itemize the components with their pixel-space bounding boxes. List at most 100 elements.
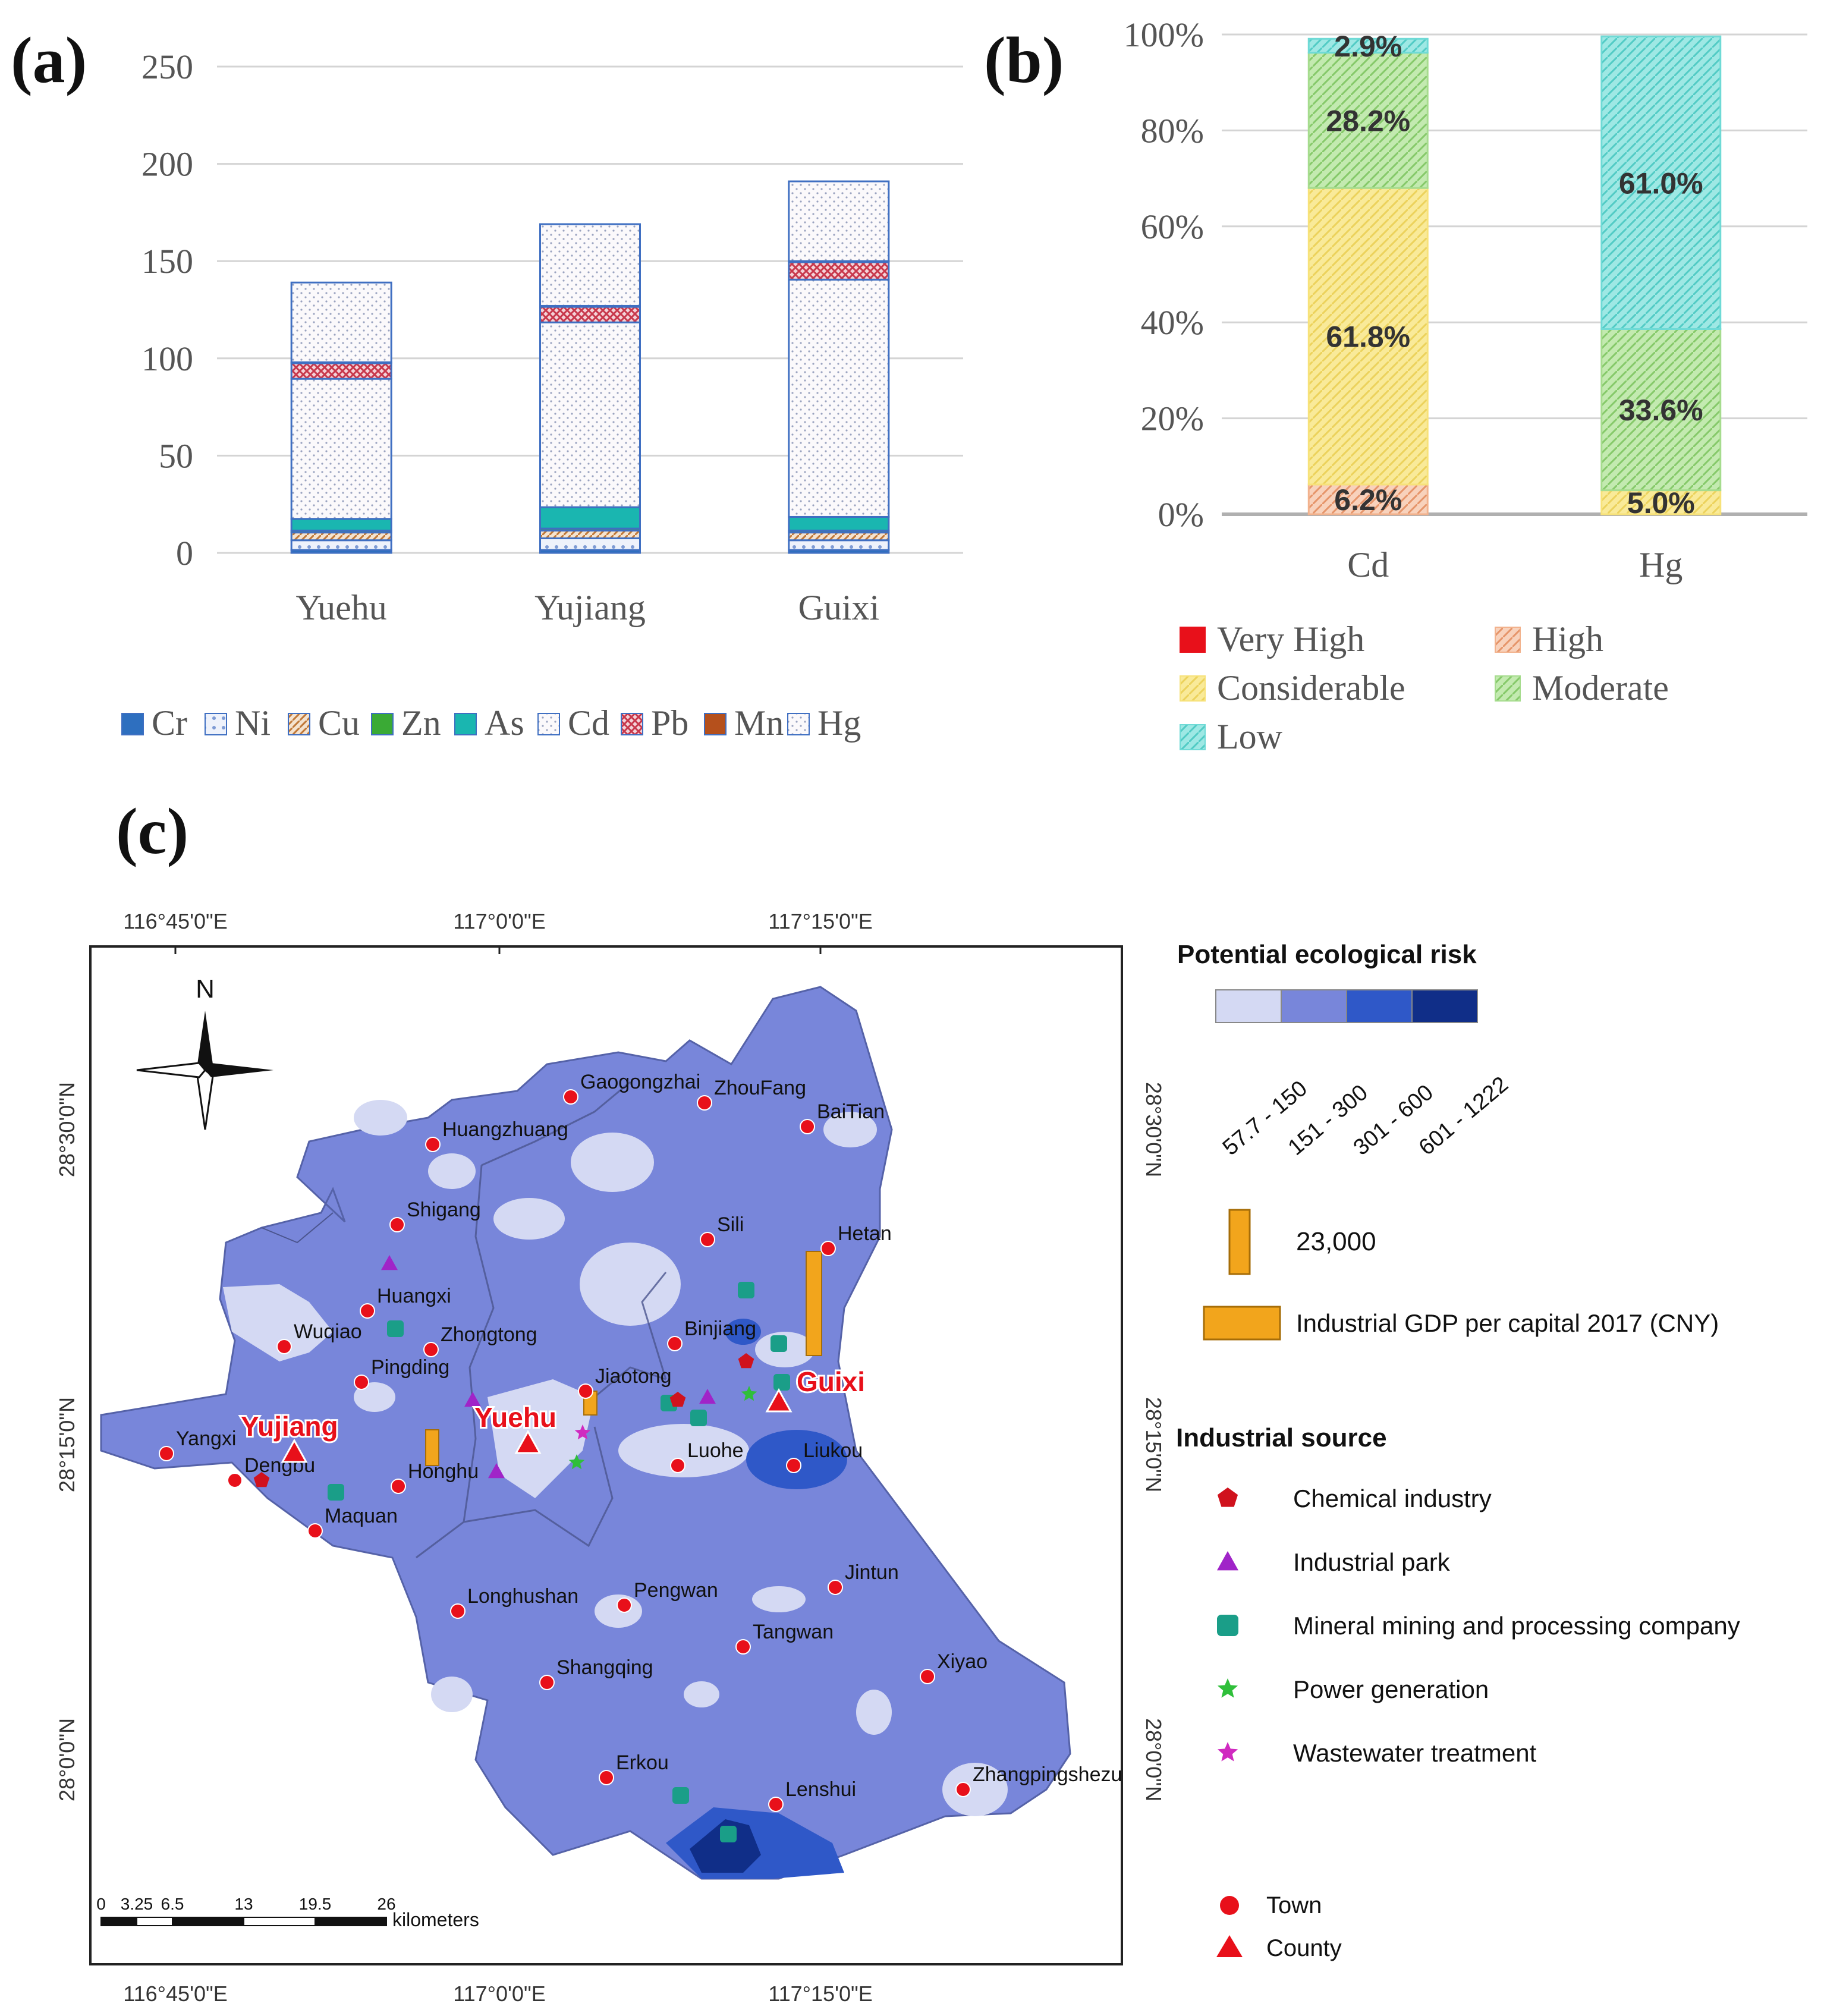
town-label-luohe: Luohe: [687, 1439, 744, 1462]
bar-hg-yuehu: [290, 281, 392, 363]
source-legend-title: Industrial source: [1176, 1423, 1387, 1452]
data-label-moderate-cd: 28.2%: [1326, 104, 1410, 137]
risk-class-label-3: 601 - 1222: [1414, 1072, 1513, 1160]
scale-segment-4: [315, 1917, 387, 1926]
legend-label-low: Low: [1217, 717, 1283, 756]
gdp-legend-bar: [1228, 1209, 1251, 1275]
town-label-pengwan: Pengwan: [634, 1579, 718, 1602]
scale-tick-1: 3.25: [121, 1895, 153, 1913]
map-gear-icon-16: [741, 1386, 757, 1401]
right-lat-label-1: 28°15'0"N: [1141, 1397, 1166, 1492]
bar-high-cd: [1307, 483, 1429, 515]
town-dot-erkou: [599, 1770, 614, 1785]
y-tick-200: 200: [141, 145, 193, 184]
county-label-guixi: Guixi: [797, 1366, 865, 1397]
county-label-yujiang: Yujiang: [241, 1411, 338, 1442]
low-risk-patches: [223, 1100, 1008, 1816]
legend-mining-icon: [1217, 1615, 1238, 1636]
legend: Cr Ni Cu Zn As Cd Pb Mn Hg: [121, 703, 861, 743]
bar-cd-yujiang: [539, 321, 641, 508]
map-mining-icon-3: [328, 1484, 344, 1501]
legend-label-moderate: Moderate: [1532, 668, 1669, 707]
town-label-liukou: Liukou: [803, 1439, 863, 1462]
y-tick-50: 50: [159, 436, 193, 475]
legend-town-label: Town: [1266, 1892, 1322, 1918]
town-dot-wuqiao: [276, 1339, 292, 1354]
county-boundary-west: [261, 1212, 334, 1244]
bar-ni-yujiang: [539, 537, 641, 551]
left-lat-label-2: 28°0'0"N: [55, 1718, 79, 1801]
scale-tick-0: 0: [96, 1895, 106, 1913]
risk-swatch-2: [1346, 989, 1413, 1023]
stacked-bars: [290, 180, 890, 554]
town-dot-maquan: [307, 1523, 323, 1539]
town-dot-huangxi: [360, 1303, 375, 1319]
county-marker-yujiang: [281, 1438, 308, 1463]
legend-swatch-zn: [371, 713, 394, 735]
bar-pb-yujiang: [539, 306, 641, 323]
bar-cu-yujiang: [539, 529, 641, 539]
y-tick-0: 0: [176, 534, 193, 573]
map-mining-icon-5: [690, 1410, 707, 1426]
x-tick-yujiang: Yujiang: [534, 588, 646, 627]
town-dot-huangzhuang: [425, 1137, 441, 1152]
legend-label-high: High: [1532, 619, 1603, 659]
bar-as-guixi: [788, 515, 890, 531]
legend-swatch-mn: [704, 713, 727, 735]
bar-cu-guixi: [788, 531, 890, 542]
bar-cd-guixi: [788, 278, 890, 518]
town-label-shangqing: Shangqing: [556, 1656, 653, 1679]
town-dot-luohe: [670, 1458, 685, 1473]
north-label: N: [196, 974, 215, 1004]
bar-ni-yuehu: [290, 539, 392, 551]
town-label-zhangpingshezu: Zhangpingshezu: [973, 1763, 1122, 1786]
town-label-tangwan: Tangwan: [753, 1621, 834, 1643]
map-pentagon-icon-15: [253, 1472, 270, 1487]
map-triangle-icon-12: [488, 1463, 505, 1479]
town-label-lenshui: Lenshui: [785, 1778, 856, 1801]
legend-swatch-hg: [787, 713, 810, 735]
data-label-low-cd: 2.9%: [1334, 30, 1402, 63]
very-high-risk-patches: [690, 1819, 761, 1873]
gdp-bar-yujiang: [425, 1429, 439, 1466]
legend-label-zn: Zn: [401, 703, 441, 743]
town-label-zhoufang: ZhouFang: [714, 1077, 806, 1099]
panel-label-a: (a): [11, 24, 87, 96]
town-dot-zhongtong: [423, 1342, 439, 1357]
town-label-binjiang: Binjiang: [684, 1317, 756, 1340]
town-dot-jiaotong: [578, 1383, 593, 1399]
bar-hg-guixi: [788, 180, 890, 262]
y-tick-100: 100: [141, 339, 193, 378]
town-label-jiaotong: Jiaotong: [595, 1365, 672, 1388]
scale-segment-1: [136, 1917, 173, 1926]
risk-swatch-1: [1281, 989, 1347, 1023]
legend-star-icon: [1217, 1742, 1238, 1762]
bar-ni-guixi: [788, 539, 890, 551]
scale-tick-5: 26: [377, 1895, 395, 1913]
map-mining-icon-0: [738, 1282, 754, 1298]
town-dot-zhangpingshezu: [955, 1782, 971, 1797]
y-tick-20: 20%: [1141, 400, 1204, 438]
y-tick-100: 100%: [1124, 15, 1204, 54]
map-triangle-icon-10: [464, 1392, 481, 1407]
town-dot-jintun: [828, 1580, 843, 1595]
bar-low-hg: [1600, 35, 1722, 330]
legend-swatch-high: [1495, 627, 1521, 653]
top-lon-label-2: 117°15'0"E: [768, 909, 873, 933]
town-label-yangxi: Yangxi: [176, 1427, 236, 1450]
data-label-low-hg: 61.0%: [1619, 166, 1703, 200]
town-dot-binjiang: [667, 1336, 683, 1351]
town-dot-honghu: [391, 1479, 406, 1494]
risk-swatch-3: [1411, 989, 1478, 1023]
bar-hg-yujiang: [539, 223, 641, 307]
legend-label-mn: Mn: [734, 703, 784, 743]
town-label-hetan: Hetan: [838, 1222, 892, 1245]
industrial-source-markers: [253, 1255, 790, 1842]
legend-town-dot: [1220, 1896, 1239, 1915]
map-gear-icon-17: [568, 1454, 585, 1470]
legend-label-very-high: Very High: [1217, 619, 1364, 659]
map-pentagon-icon-13: [669, 1392, 686, 1407]
legend-county-triangle: [1216, 1935, 1243, 1957]
scale-segment-0: [100, 1917, 137, 1926]
x-tick-guixi: Guixi: [798, 588, 879, 627]
